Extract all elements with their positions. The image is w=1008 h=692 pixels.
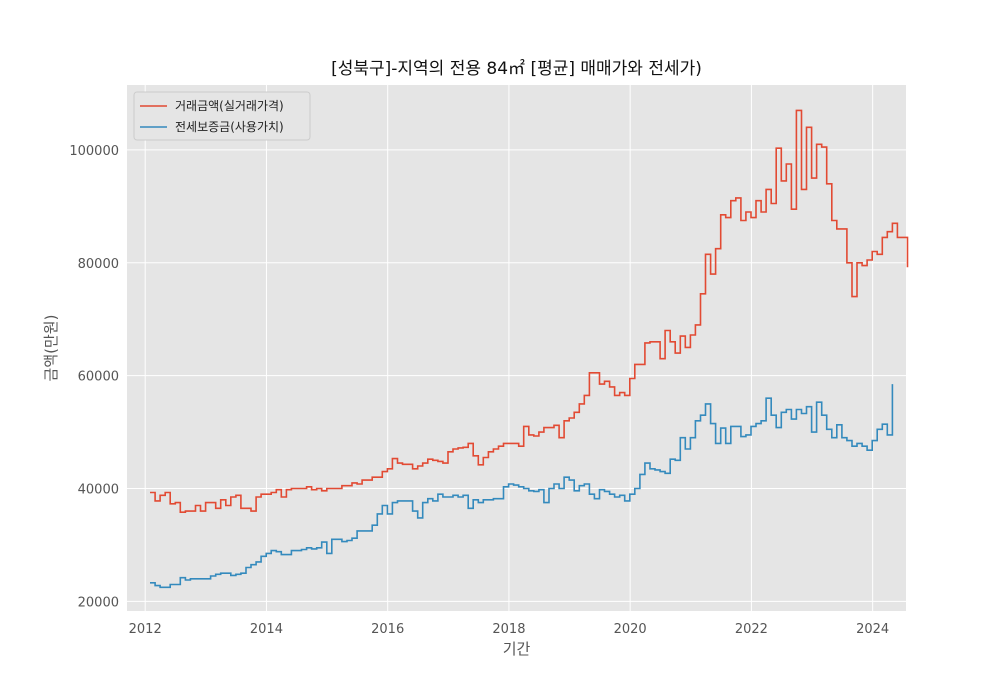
x-axis-label: 기간 (503, 640, 531, 658)
chart-title: [성북구]-지역의 전용 84㎡ [평균] 매매가와 전세가) (331, 59, 702, 79)
x-tick-label: 2020 (614, 622, 647, 637)
x-tick-label: 2012 (129, 622, 162, 637)
series-line-sales (150, 109, 909, 513)
y-tick-label: 60000 (78, 370, 119, 385)
y-tick-label: 80000 (78, 257, 119, 272)
x-tick-label: 2016 (371, 622, 404, 637)
y-tick-label: 40000 (78, 483, 119, 498)
legend-label-sales: 거래금액(실거래가격) (175, 99, 284, 113)
series-lines (150, 109, 909, 589)
legend-label-jeonse: 전세보증금(사용가치) (175, 120, 284, 134)
y-axis-label: 금액(만원) (42, 315, 60, 382)
legend: 거래금액(실거래가격) 전세보증금(사용가치) (133, 91, 311, 141)
tick-labels: 2012 2014 2016 2018 2020 2022 2024 20000 40000 60… (69, 144, 889, 637)
grid-lines (127, 85, 906, 611)
x-tick-label: 2018 (492, 622, 525, 637)
legend-box (133, 91, 311, 141)
x-tick-label: 2022 (735, 622, 768, 637)
y-tick-label: 100000 (69, 144, 119, 159)
x-tick-label: 2024 (856, 622, 889, 637)
x-tick-label: 2014 (250, 622, 283, 637)
y-tick-label: 20000 (78, 595, 119, 610)
series-line-jeonse (150, 384, 894, 589)
